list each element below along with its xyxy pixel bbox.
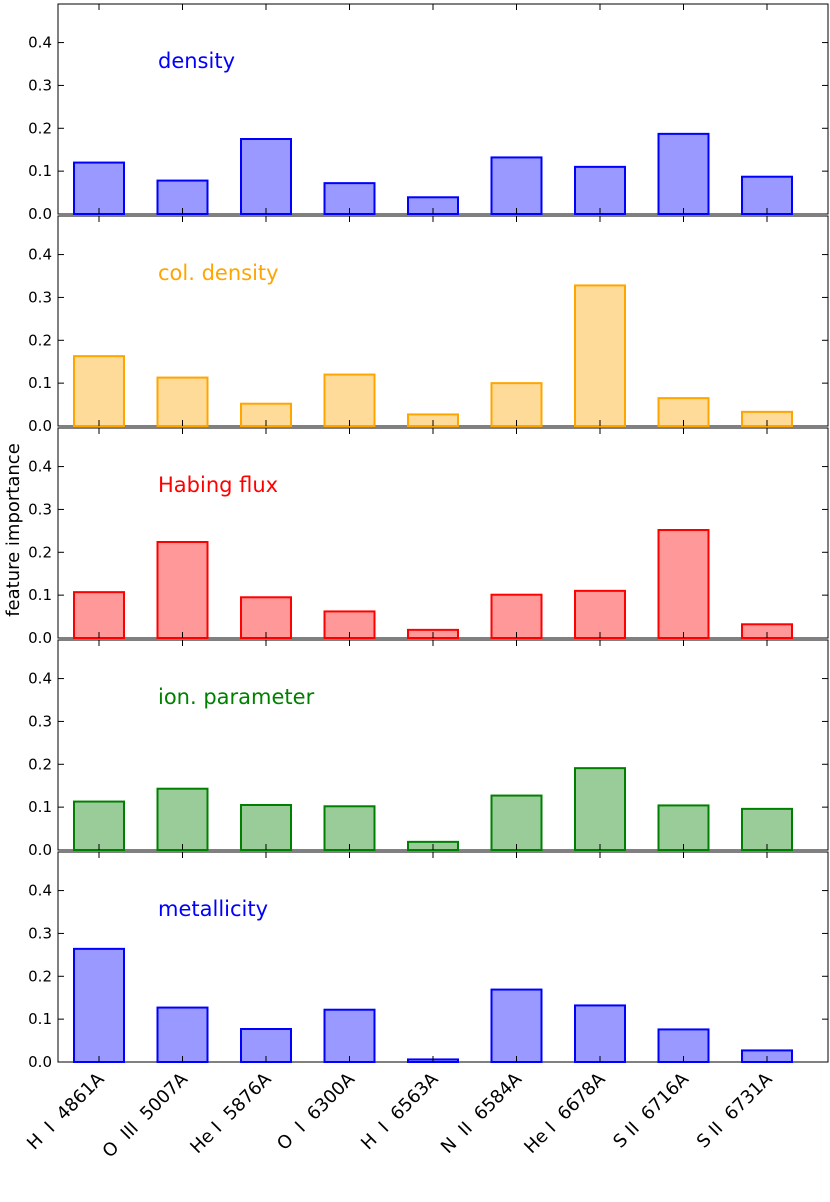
bar xyxy=(73,947,125,1063)
y-tick-label: 0.0 xyxy=(28,205,52,223)
y-tick-label: 0.1 xyxy=(28,162,52,180)
bar xyxy=(741,175,793,215)
panel-title: metallicity xyxy=(158,897,268,921)
bar xyxy=(490,156,543,216)
bar xyxy=(574,1004,626,1064)
bar xyxy=(574,165,626,216)
bar xyxy=(323,805,376,851)
y-tick-label: 0.1 xyxy=(28,374,52,392)
y-tick-label: 0.3 xyxy=(28,712,52,730)
category-label: S II 6716A xyxy=(609,1068,693,1152)
y-tick-label: 0.1 xyxy=(28,1010,52,1028)
y-tick-label: 0.3 xyxy=(28,288,52,306)
bar xyxy=(490,382,543,427)
y-tick-label: 0.4 xyxy=(28,458,52,476)
y-tick-label: 0.4 xyxy=(28,670,52,688)
y-tick-label: 0.0 xyxy=(28,629,52,647)
bar xyxy=(73,355,125,427)
y-tick-label: 0.2 xyxy=(28,543,52,561)
bar xyxy=(156,1006,209,1063)
y-tick-label: 0.2 xyxy=(28,755,52,773)
panel-title: density xyxy=(158,49,235,73)
bar xyxy=(323,1008,376,1064)
bar xyxy=(73,800,125,851)
category-label: He I 5876A xyxy=(186,1068,276,1158)
bar xyxy=(574,589,626,639)
bar xyxy=(156,541,209,639)
y-axis-label: feature importance xyxy=(3,443,24,617)
bar xyxy=(657,132,710,216)
bar xyxy=(156,787,209,852)
panel-title: col. density xyxy=(158,261,279,285)
panel-metallicity: 0.0 0.1 0.2 0.3 0.4 metallicity xyxy=(28,851,829,1071)
bar xyxy=(490,794,543,851)
bar xyxy=(574,284,626,427)
bar xyxy=(73,161,125,215)
panel-ion-parameter: 0.0 0.1 0.2 0.3 0.4 ion. parameter xyxy=(28,639,829,859)
panel-habing-flux: 0.0 0.1 0.2 0.3 0.4 Habing flux xyxy=(28,427,829,647)
category-label: O I 6300A xyxy=(273,1068,359,1154)
bar xyxy=(657,804,710,852)
bar xyxy=(240,596,292,639)
bar xyxy=(657,529,710,639)
y-tick-label: 0.1 xyxy=(28,798,52,816)
category-label: S II 6731A xyxy=(693,1068,777,1152)
category-label: O III 5007A xyxy=(99,1068,193,1162)
panel-title: Habing flux xyxy=(158,473,278,497)
y-tick-label: 0.2 xyxy=(28,119,52,137)
bar xyxy=(490,988,543,1063)
panel-col-density: 0.0 0.1 0.2 0.3 0.4 col. density xyxy=(28,215,829,435)
y-tick-label: 0.2 xyxy=(28,331,52,349)
y-tick-label: 0.4 xyxy=(28,34,52,52)
bar xyxy=(240,804,292,851)
bar xyxy=(73,591,125,640)
panels-group: 0.0 0.1 0.2 0.3 0.4 density 0.0 0.1 0.2 0.3 0.4 col… xyxy=(28,3,829,1071)
y-tick-label: 0.2 xyxy=(28,967,52,985)
y-tick-label: 0.3 xyxy=(28,500,52,518)
y-tick-label: 0.1 xyxy=(28,586,52,604)
bar xyxy=(741,807,793,851)
y-tick-label: 0.3 xyxy=(28,924,52,942)
y-tick-label: 0.0 xyxy=(28,1053,52,1071)
bar xyxy=(240,138,292,215)
y-tick-label: 0.0 xyxy=(28,417,52,435)
bar xyxy=(323,373,376,428)
bar xyxy=(574,767,626,852)
category-label: H I 6563A xyxy=(357,1068,443,1154)
category-label: He I 6678A xyxy=(520,1068,610,1158)
category-label: H I 4861A xyxy=(23,1068,109,1154)
y-tick-label: 0.4 xyxy=(28,246,52,264)
y-tick-label: 0.4 xyxy=(28,882,52,900)
bar xyxy=(156,376,209,428)
y-tick-label: 0.0 xyxy=(28,841,52,859)
y-tick-label: 0.3 xyxy=(28,76,52,94)
panel-title: ion. parameter xyxy=(158,685,315,709)
category-label: N II 6584A xyxy=(437,1068,527,1158)
panel-density: 0.0 0.1 0.2 0.3 0.4 density xyxy=(28,3,829,223)
bar xyxy=(490,593,543,640)
